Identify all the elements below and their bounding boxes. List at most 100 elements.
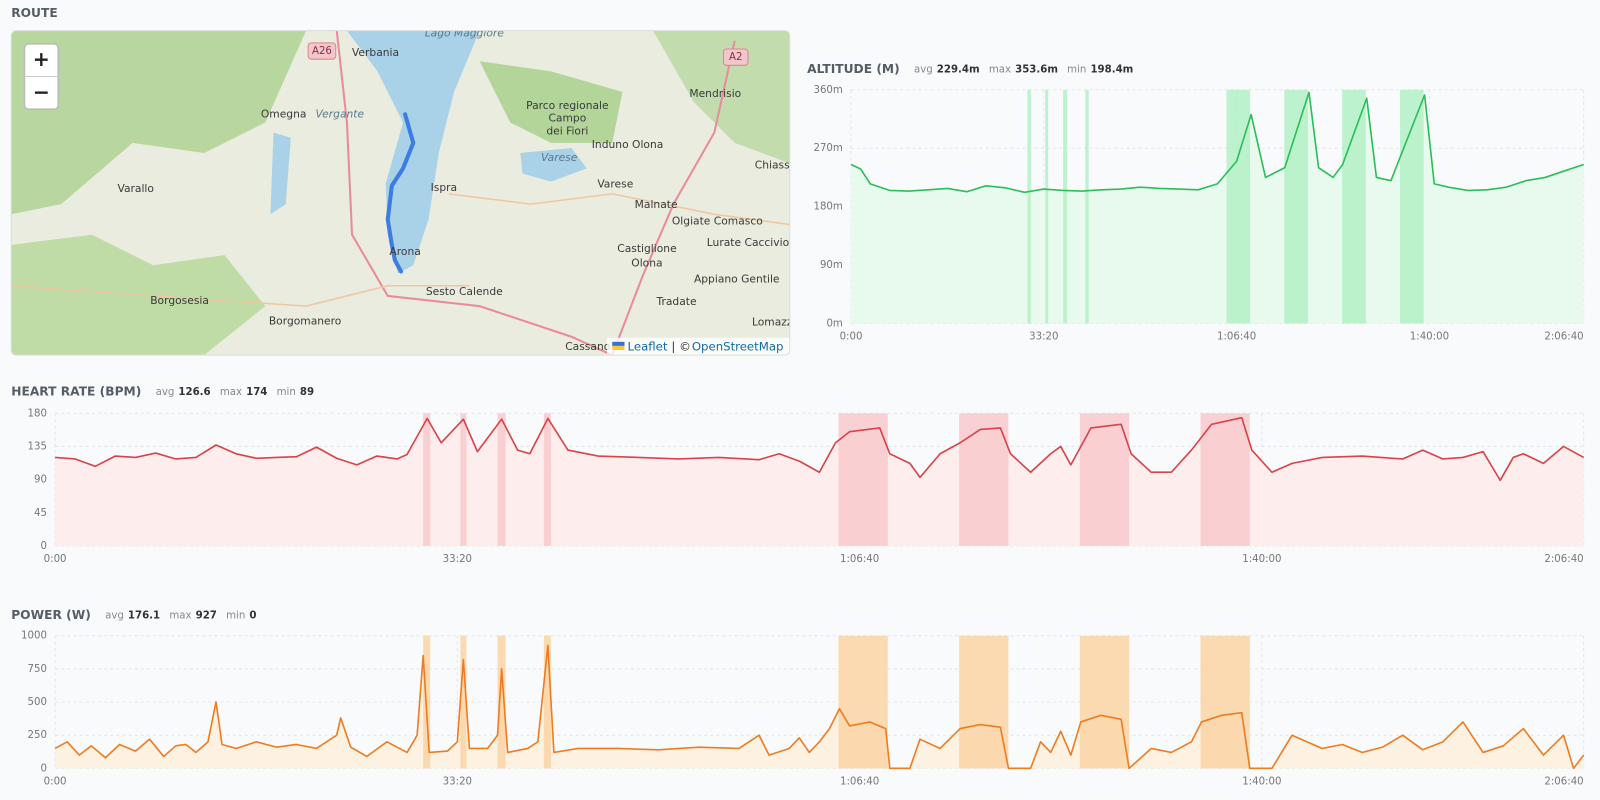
y-tick-label: 750	[27, 664, 46, 675]
place-label: Varallo	[117, 182, 154, 195]
stat-value: 174	[246, 387, 267, 398]
road	[335, 30, 613, 356]
interval-band	[460, 635, 467, 769]
place-label: Olgiate Comasco	[672, 214, 763, 227]
stat-label: avg	[105, 610, 124, 621]
attribution-text: | ©	[671, 339, 690, 353]
place-label: Varese	[597, 178, 633, 191]
area-fill	[851, 92, 1584, 324]
map-frame	[10, 30, 791, 356]
interval-band	[1200, 413, 1250, 546]
x-tick-label: 33:20	[443, 777, 472, 788]
interval-band	[423, 413, 431, 546]
stat-label: max	[220, 387, 242, 398]
place-label: Borgosesia	[150, 294, 209, 307]
road-label: A2	[729, 52, 742, 63]
place-label: Parco regionale	[526, 99, 609, 112]
place-label: Castiglione	[617, 242, 677, 255]
stat-label: avg	[156, 387, 175, 398]
y-tick-label: 0	[40, 763, 46, 774]
y-tick-label: 90m	[820, 260, 843, 271]
interval-band	[1284, 89, 1308, 324]
attribution-link[interactable]: OpenStreetMap	[692, 339, 784, 353]
lake	[346, 30, 480, 274]
place-label: Lago Maggiore	[425, 27, 505, 40]
x-tick-label: 33:20	[443, 554, 472, 565]
x-tick-label: 2:06:40	[1544, 332, 1583, 343]
data-line	[55, 416, 1585, 482]
road	[11, 284, 470, 307]
zoom-out[interactable]: −	[33, 80, 50, 104]
place-label: Appiano Gentile	[694, 273, 780, 286]
y-tick-label: 270m	[813, 143, 842, 154]
interval-band	[1226, 89, 1251, 324]
place-label: Chiasso	[755, 158, 797, 171]
interval-band	[543, 635, 551, 769]
interval-band	[1200, 635, 1250, 769]
y-tick-label: 180	[27, 408, 46, 419]
interval-band	[1342, 89, 1366, 324]
x-tick-label: 1:40:00	[1242, 777, 1281, 788]
stat-value: 229.4m	[937, 64, 980, 75]
x-tick-label: 1:06:40	[1217, 332, 1256, 343]
road-label: A26	[312, 46, 332, 57]
route-map[interactable]: Lago Maggiore Verbania Omegna Vergante Parco…	[11, 27, 799, 356]
stat-label: max	[169, 610, 191, 621]
x-tick-label: 0:00	[44, 554, 67, 565]
stat-value: 89	[300, 387, 314, 398]
stat-label: min	[277, 387, 296, 398]
lake	[270, 132, 291, 215]
place-label: Cassano	[565, 340, 610, 353]
stat-label: max	[989, 64, 1011, 75]
place-label: Borgomanero	[269, 314, 342, 327]
place-label: Campo	[548, 111, 586, 124]
road	[448, 193, 790, 226]
interval-band	[460, 413, 467, 546]
stat-value: 927	[196, 610, 217, 621]
route-line	[385, 112, 416, 274]
interval-band	[838, 413, 888, 546]
road	[611, 40, 736, 356]
forest	[11, 30, 307, 215]
y-tick-label: 500	[27, 697, 46, 708]
place-label: Tradate	[655, 295, 696, 308]
interval-band	[838, 635, 888, 769]
x-tick-label: 1:40:00	[1410, 332, 1449, 343]
place-label: Mendrisio	[689, 87, 741, 100]
y-tick-label: 0m	[826, 318, 842, 329]
stat-label: avg	[914, 64, 933, 75]
interval-band	[1079, 635, 1130, 769]
attribution-link[interactable]: Leaflet	[628, 339, 668, 353]
x-tick-label: 33:20	[1029, 332, 1058, 343]
place-label: Varese	[541, 151, 578, 164]
place-label: Lomazzo	[752, 315, 799, 328]
flag	[612, 345, 625, 350]
x-tick-label: 2:06:40	[1544, 554, 1583, 565]
stat-label: min	[226, 610, 245, 621]
interval-band	[1063, 89, 1067, 324]
x-tick-label: 2:06:40	[1544, 777, 1583, 788]
stat-value: 198.4m	[1090, 64, 1133, 75]
park	[479, 61, 623, 143]
chart-title: POWER (W)	[11, 608, 91, 622]
interval-band	[1085, 89, 1089, 324]
place-label: Ispra	[431, 181, 458, 194]
place-label: Sesto Calende	[426, 285, 503, 298]
place-label: Verbania	[352, 46, 399, 59]
place-label: Olona	[631, 256, 662, 269]
interval-band	[1079, 413, 1130, 546]
x-tick-label: 0:00	[840, 332, 863, 343]
zoom-in[interactable]: +	[33, 47, 50, 71]
road-shield	[722, 48, 749, 66]
place-label: Malnate	[635, 198, 678, 211]
x-tick-label: 1:06:40	[840, 777, 879, 788]
stat-label: min	[1067, 64, 1086, 75]
area-fill	[55, 417, 1584, 546]
interval-band	[959, 413, 1009, 546]
interval-band	[543, 413, 551, 546]
stat-value: 353.6m	[1015, 64, 1058, 75]
chart-title: HEART RATE (BPM)	[11, 384, 141, 398]
x-tick-label: 1:06:40	[840, 554, 879, 565]
stat-value: 0	[249, 610, 256, 621]
